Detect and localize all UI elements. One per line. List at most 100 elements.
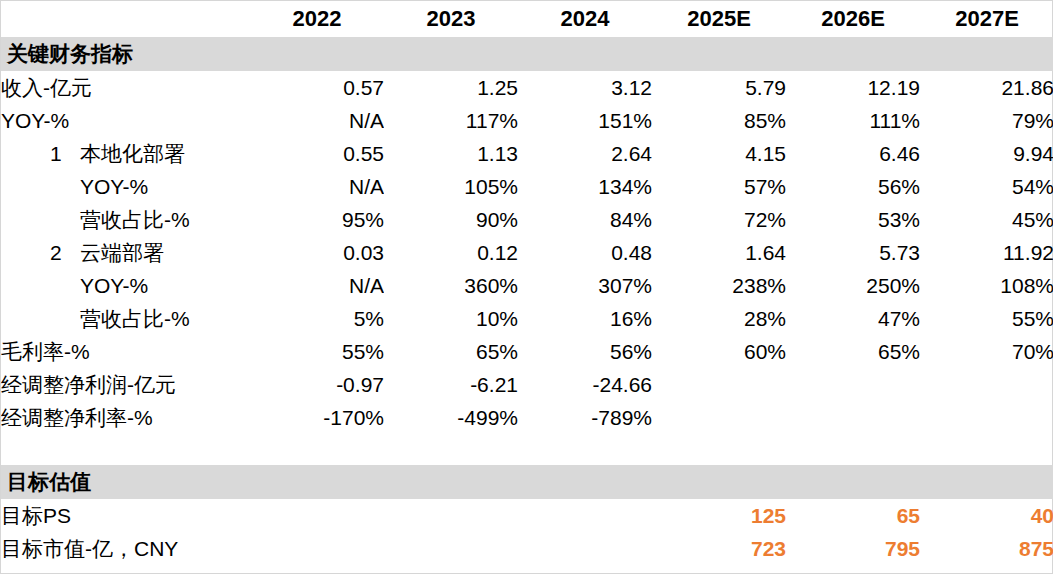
value-cell: 95% xyxy=(250,203,384,236)
spacer-row xyxy=(1,434,1053,465)
value-cell xyxy=(384,499,518,532)
year-column-header: 2025E xyxy=(652,1,786,37)
key-financials-table: 2022202320242025E2026E2027E关键财务指标收入-亿元0.… xyxy=(1,1,1053,565)
table-row: 1本地化部署0.551.132.644.156.469.94 xyxy=(1,137,1053,170)
value-cell: 5.73 xyxy=(786,236,920,269)
financial-table-page: 2022202320242025E2026E2027E关键财务指标收入-亿元0.… xyxy=(0,0,1053,579)
row-label-cell: YOY-% xyxy=(1,170,250,203)
value-cell: 5% xyxy=(250,302,384,335)
value-cell: 10% xyxy=(384,302,518,335)
value-cell: 56% xyxy=(518,335,652,368)
value-cell: -0.97 xyxy=(250,368,384,401)
value-cell: 45% xyxy=(920,203,1053,236)
value-cell: 11.92 xyxy=(920,236,1053,269)
value-cell xyxy=(652,401,786,434)
value-cell: 47% xyxy=(786,302,920,335)
value-cell: 1.13 xyxy=(384,137,518,170)
table-row: 营收占比-%5%10%16%28%47%55% xyxy=(1,302,1053,335)
value-cell: 84% xyxy=(518,203,652,236)
section-header-row: 关键财务指标 xyxy=(1,37,1053,71)
row-label: 本地化部署 xyxy=(80,142,185,165)
value-cell: 70% xyxy=(920,335,1053,368)
value-cell: 250% xyxy=(786,269,920,302)
corner-blank-cell xyxy=(1,1,250,37)
table-row: 营收占比-% 95%90%84%72%53%45% xyxy=(1,203,1053,236)
row-label-cell: 1本地化部署 xyxy=(1,137,250,170)
table-row: 经调整净利润-亿元-0.97-6.21-24.66 xyxy=(1,368,1053,401)
value-cell: 65% xyxy=(384,335,518,368)
value-cell: 79% xyxy=(920,104,1053,137)
table-row: 目标PS 1256540 xyxy=(1,499,1053,532)
value-cell: 56% xyxy=(786,170,920,203)
value-cell: 795 xyxy=(786,532,920,565)
value-cell: 238% xyxy=(652,269,786,302)
value-cell xyxy=(920,368,1053,401)
value-cell: 723 xyxy=(652,532,786,565)
value-cell: 105% xyxy=(384,170,518,203)
table-row: YOY-%N/A105%134%57%56%54% xyxy=(1,170,1053,203)
row-label-cell: 营收占比-% xyxy=(1,302,250,335)
value-cell xyxy=(384,532,518,565)
value-cell: 21.86 xyxy=(920,71,1053,104)
row-label: 营收占比-% xyxy=(80,305,190,333)
value-cell: 0.57 xyxy=(250,71,384,104)
value-cell: 65% xyxy=(786,335,920,368)
row-label: 毛利率-% xyxy=(1,335,250,368)
row-label: 营收占比-% xyxy=(80,206,190,234)
table-row: 收入-亿元0.571.253.125.7912.1921.86 xyxy=(1,71,1053,104)
section-header-label: 目标估值 xyxy=(1,465,1053,499)
table-row: YOY-%N/A117%151%85%111%79% xyxy=(1,104,1053,137)
value-cell: -789% xyxy=(518,401,652,434)
value-cell: 3.12 xyxy=(518,71,652,104)
table-row: YOY-%N/A360%307%238%250%108% xyxy=(1,269,1053,302)
value-cell xyxy=(652,368,786,401)
value-cell: 307% xyxy=(518,269,652,302)
value-cell: 4.15 xyxy=(652,137,786,170)
table-row: 2云端部署0.030.120.481.645.7311.92 xyxy=(1,236,1053,269)
section-header-label: 关键财务指标 xyxy=(1,37,1053,71)
value-cell: 40 xyxy=(920,499,1053,532)
value-cell: 9.94 xyxy=(920,137,1053,170)
value-cell: 72% xyxy=(652,203,786,236)
row-label: 目标市值-亿，CNY xyxy=(1,532,250,565)
financial-table: 2022202320242025E2026E2027E关键财务指标收入-亿元0.… xyxy=(0,0,1053,574)
value-cell: 55% xyxy=(920,302,1053,335)
value-cell: -499% xyxy=(384,401,518,434)
row-label: 目标PS xyxy=(1,499,250,532)
section-header-row: 目标估值 xyxy=(1,465,1053,499)
year-header-row: 2022202320242025E2026E2027E xyxy=(1,1,1053,37)
year-column-header: 2026E xyxy=(786,1,920,37)
value-cell: 53% xyxy=(786,203,920,236)
value-cell: -6.21 xyxy=(384,368,518,401)
row-label: 云端部署 xyxy=(80,241,164,264)
value-cell: 16% xyxy=(518,302,652,335)
value-cell: 65 xyxy=(786,499,920,532)
row-label-cell: 2云端部署 xyxy=(1,236,250,269)
value-cell: 54% xyxy=(920,170,1053,203)
row-number: 1 xyxy=(50,142,80,166)
value-cell: 0.48 xyxy=(518,236,652,269)
value-cell: 0.03 xyxy=(250,236,384,269)
row-label: 经调整净利润-亿元 xyxy=(1,368,250,401)
table-row: 毛利率-%55%65%56%60%65%70% xyxy=(1,335,1053,368)
value-cell: 125 xyxy=(652,499,786,532)
value-cell xyxy=(250,532,384,565)
value-cell: 12.19 xyxy=(786,71,920,104)
row-label: 收入-亿元 xyxy=(1,71,250,104)
value-cell: 55% xyxy=(250,335,384,368)
value-cell xyxy=(786,368,920,401)
row-label: YOY-% xyxy=(1,104,250,137)
value-cell: 90% xyxy=(384,203,518,236)
value-cell xyxy=(786,401,920,434)
value-cell: 60% xyxy=(652,335,786,368)
row-label: YOY-% xyxy=(80,175,148,199)
value-cell: 111% xyxy=(786,104,920,137)
row-number: 2 xyxy=(50,241,80,265)
spacer-cell xyxy=(1,434,1053,465)
value-cell: 134% xyxy=(518,170,652,203)
value-cell: N/A xyxy=(250,170,384,203)
value-cell: -24.66 xyxy=(518,368,652,401)
row-label-cell: YOY-% xyxy=(1,269,250,302)
year-column-header: 2023 xyxy=(384,1,518,37)
value-cell xyxy=(518,499,652,532)
